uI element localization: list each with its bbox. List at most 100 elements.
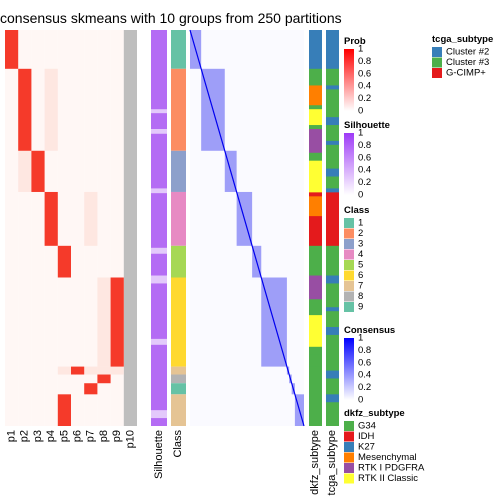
prob-legend-tick: 1 (358, 44, 363, 55)
label-p5: p5 (58, 430, 70, 442)
tcga-cluster2-block (326, 30, 339, 69)
tcga-cell (326, 188, 339, 193)
class-legend-swatch (344, 239, 354, 249)
prob-cell-class-2 (18, 68, 32, 151)
class-cell-1 (171, 30, 186, 69)
silhouette-low-band (151, 275, 167, 284)
label-p10: p10 (124, 430, 136, 448)
class-legend-swatch (344, 302, 354, 312)
class-legend-label: 8 (358, 291, 363, 302)
class-legend-swatch (344, 291, 354, 302)
prob-cell-tint (110, 366, 124, 375)
tcga-cell (326, 370, 339, 379)
label-p8: p8 (98, 430, 110, 442)
dkfz-legend-title: dkfz_subtype (344, 408, 405, 419)
silhouette-low-band (151, 338, 167, 345)
silhouette-legend-title: Silhouette (344, 120, 390, 131)
prob-legend-tick: 0.4 (358, 81, 371, 92)
dkfz-legend-swatch (344, 431, 354, 442)
silhouette-legend-tick: 1 (358, 128, 363, 139)
silhouette-legend-tick: 0.6 (358, 152, 371, 163)
class-cell-0 (171, 394, 186, 426)
class-legend-swatch (344, 249, 354, 260)
dkfz-legend-label: G34 (358, 421, 376, 432)
prob-legend-bar (344, 49, 354, 111)
chart-title: consensus skmeans with 10 groups from 25… (0, 10, 342, 26)
prob-cell-tint (97, 277, 111, 367)
prob-legend-title: Prob (344, 36, 366, 47)
dkfz-cell (309, 196, 322, 217)
consensus-legend-bar (344, 338, 354, 400)
dkfz-legend-label: RTK I PDGFRA (358, 463, 425, 474)
class-legend-label: 2 (358, 228, 363, 239)
dkfz-cell (309, 109, 322, 126)
tcga-cell (326, 140, 339, 145)
dkfz-cell (309, 85, 322, 106)
prob-cell-class-8 (97, 374, 111, 384)
prob-cell-class-7 (71, 366, 85, 375)
tcga-cell (326, 85, 339, 90)
class-legend-label: 6 (358, 270, 363, 281)
consensus-legend-tick: 0 (358, 395, 363, 406)
prob-cell-tint (84, 366, 98, 375)
dkfz-legend-swatch (344, 473, 354, 484)
consensus-legend-tick: 1 (358, 333, 363, 344)
class-annotation (171, 30, 186, 426)
consensus-matrix (189, 29, 305, 427)
tcga-legend-label: Cluster #2 (446, 47, 489, 58)
tcga-cell (326, 307, 339, 312)
label-p1: p1 (6, 430, 18, 442)
class-legend-swatch (344, 270, 354, 281)
tcga-legend-swatch (432, 47, 442, 57)
consensus-legend-title: Consensus (344, 325, 395, 336)
label-p4: p4 (45, 430, 57, 442)
prob-column-p3 (31, 30, 45, 426)
silhouette-legend-tick: 0 (358, 190, 363, 201)
class-cell-7 (171, 366, 186, 375)
class-legend-swatch (344, 260, 354, 270)
prob-cell-tint (97, 366, 111, 375)
consensus-legend-tick: 0.8 (358, 345, 371, 356)
prob-cell-tint (18, 150, 32, 192)
dkfz-k27-block (309, 30, 322, 69)
prob-cell-class-5 (57, 245, 71, 278)
dkfz-legend-swatch (344, 463, 354, 473)
prob-cell-tint (44, 68, 58, 151)
tcga-gcimp-block (326, 191, 339, 246)
prob-legend-tick: 0 (358, 106, 363, 117)
tcga-cell (326, 275, 339, 284)
class-cell-2 (171, 68, 186, 151)
class-cell-8 (171, 374, 186, 384)
class-legend-label: 5 (358, 260, 363, 271)
prob-column-p10 (123, 30, 137, 426)
tcga-cell (326, 117, 339, 126)
prob-cell-tint (84, 191, 98, 246)
dkfz-cell (309, 354, 322, 367)
tcga-legend-swatch (432, 68, 442, 78)
dkfz-legend-swatch (344, 452, 354, 463)
class-cell-3 (171, 150, 186, 192)
tcga-legend-label: G-CIMP+ (446, 68, 486, 79)
silhouette-legend-tick: 0.2 (358, 177, 371, 188)
class-legend-swatch (344, 218, 354, 228)
prob-cell-class-6 (110, 277, 124, 367)
prob-heatmap (5, 30, 137, 426)
label-p9: p9 (111, 430, 123, 442)
prob-cell-class-1 (5, 30, 19, 69)
tcga-legend-swatch (432, 57, 442, 68)
silhouette-legend-tick: 0.4 (358, 165, 371, 176)
dkfz-cell (309, 129, 322, 153)
silhouette-low-band (151, 129, 167, 134)
column-labels: p1 p2 p3 p4 p5 p6 p7 p8 p9 p10 Silhouette Class dkfz… (6, 430, 338, 496)
dkfz-subtype-annotation (309, 30, 322, 426)
tcga-cell (326, 168, 339, 177)
silhouette-bar (151, 30, 167, 426)
silhouette-low-band (151, 109, 167, 114)
prob-legend-tick: 0.2 (358, 93, 371, 104)
prob-column-p1 (5, 30, 19, 426)
label-class: Class (172, 430, 184, 458)
prob-cell-class-4 (44, 191, 58, 246)
class-cell-9 (171, 383, 186, 395)
tcga-legend-title: tcga_subtype (432, 34, 493, 45)
